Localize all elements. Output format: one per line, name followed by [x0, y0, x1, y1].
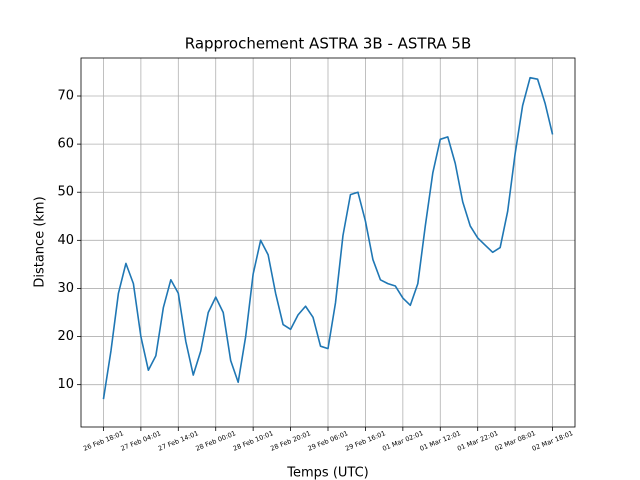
y-tick-label: 40: [57, 233, 74, 248]
y-tick-label: 70: [57, 89, 74, 104]
x-tick-label: 27 Feb 14:01: [157, 429, 200, 452]
y-tick-label: 30: [57, 281, 74, 296]
y-tick-label: 50: [57, 185, 74, 200]
x-tick-label: 02 Mar 08:01: [494, 429, 537, 453]
y-tick-label: 20: [57, 329, 74, 344]
y-tick-label: 60: [57, 137, 74, 152]
x-tick-label: 28 Feb 20:01: [269, 429, 312, 452]
x-tick-label: 01 Mar 22:01: [456, 429, 499, 453]
x-tick-label: 28 Feb 10:01: [232, 429, 275, 452]
x-tick-label: 02 Mar 18:01: [531, 429, 574, 453]
x-tick-label: 28 Feb 00:01: [194, 429, 237, 452]
plot-frame: [80, 57, 576, 428]
x-tick-label: 29 Feb 06:01: [307, 429, 350, 452]
x-tick-label: 27 Feb 04:01: [120, 429, 163, 452]
y-axis-label: Distance (km): [33, 196, 48, 287]
x-tick-label: 01 Mar 02:01: [381, 429, 424, 453]
y-tick-label: 10: [57, 377, 74, 392]
x-tick-label: 26 Feb 18:01: [82, 429, 125, 452]
x-axis-label: Temps (UTC): [286, 466, 368, 480]
chart-title: Rapprochement ASTRA 3B - ASTRA 5B: [185, 35, 472, 53]
x-tick-label: 29 Feb 16:01: [344, 429, 387, 452]
data-line: [102, 76, 554, 400]
x-tick-label: 01 Mar 12:01: [419, 429, 462, 453]
